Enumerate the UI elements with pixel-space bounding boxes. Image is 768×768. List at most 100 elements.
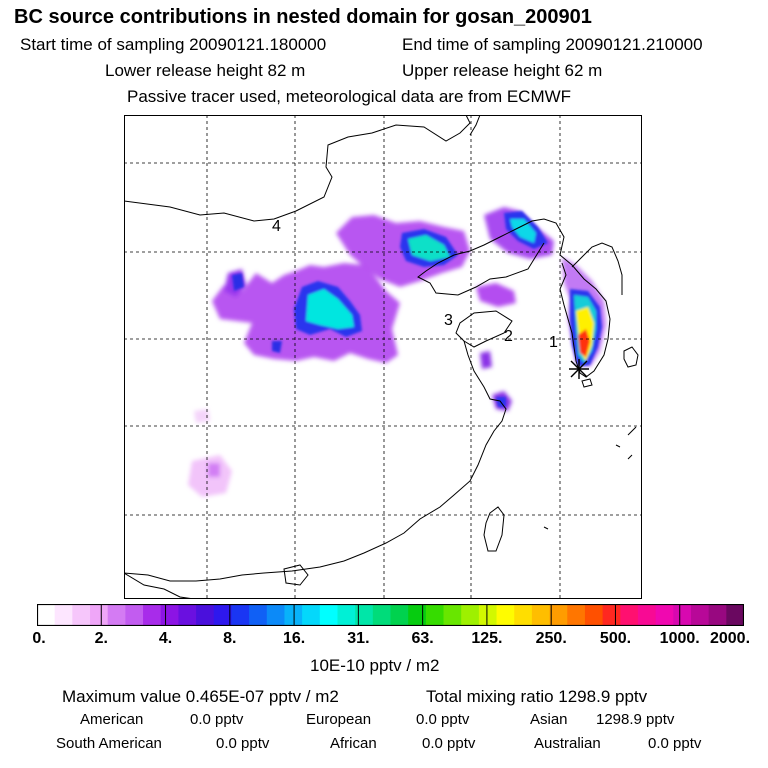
region-label-4: 4	[272, 218, 281, 235]
colorbar-cell	[284, 604, 303, 626]
colorbar-cell	[196, 604, 215, 626]
colorbar-tick-label: 2000.	[709, 630, 751, 647]
end-time-label: End time of sampling 20090121.210000	[402, 35, 703, 54]
colorbar-tick-label: 250.	[535, 630, 567, 647]
colorbar-tick-label: 1000.	[659, 630, 700, 647]
region-european-value: 0.0 pptv	[416, 711, 470, 728]
region-european-label: European	[306, 711, 372, 728]
total-mixing-ratio: Total mixing ratio 1298.9 pptv	[426, 687, 648, 706]
lat-lon-grid	[124, 115, 642, 599]
ryukyu-islands	[543, 426, 637, 530]
colorbar-cell	[125, 604, 144, 626]
colorbar-tick-label: 0.	[32, 630, 46, 647]
china-east-coast	[124, 340, 507, 582]
colorbar-tick-label: 500.	[599, 630, 632, 647]
colorbar-cell	[514, 604, 533, 626]
colorbar-cell	[584, 604, 603, 626]
colorbar-cell	[637, 604, 657, 626]
colorbar-unit: 10E-10 pptv / m2	[310, 656, 440, 675]
colorbar-cell	[602, 604, 621, 626]
colorbar-cell	[478, 604, 497, 626]
colorbar-cell	[178, 604, 197, 626]
colorbar-cell	[425, 604, 444, 626]
plume-core-layer	[232, 211, 602, 407]
region-australian-label: Australian	[534, 735, 601, 752]
lower-release-label: Lower release height 82 m	[105, 61, 306, 80]
colorbar-cell	[72, 604, 91, 626]
colorbar-cell	[690, 604, 710, 626]
colorbar	[37, 604, 744, 626]
coastline-layer	[124, 115, 639, 599]
colorbar-tick-label: 63.	[411, 630, 434, 647]
plume-south-dot	[208, 463, 220, 477]
region-south-american-label: South American	[56, 735, 162, 752]
region-label-3: 3	[444, 312, 453, 329]
colorbar-cell	[620, 604, 639, 626]
border-north	[469, 115, 481, 136]
colorbar-cell	[567, 604, 586, 626]
colorbar-tick-label: 16.	[282, 630, 306, 647]
max-value: Maximum value 0.465E-07 pptv / m2	[62, 687, 339, 706]
colorbar-cell	[337, 604, 356, 626]
mongolia-border	[124, 115, 471, 222]
asterisk-icon	[569, 359, 589, 379]
region-american-value: 0.0 pptv	[190, 711, 244, 728]
colorbar-cell	[37, 604, 56, 626]
shandong-coast	[455, 310, 513, 348]
colorbar-cell	[107, 604, 126, 626]
south-border	[124, 572, 195, 599]
colorbar-cell	[673, 604, 692, 626]
concentration-map: 1 2 3 4	[124, 115, 642, 599]
region-australian-value: 0.0 pptv	[648, 735, 702, 752]
plume-yellow-sea	[476, 283, 516, 307]
region-label-2: 2	[504, 328, 513, 345]
korea-east-coast	[571, 242, 623, 295]
plume-faint	[194, 409, 210, 423]
colorbar-cell	[143, 604, 162, 626]
colorbar-cell	[372, 604, 391, 626]
region-african-value: 0.0 pptv	[422, 735, 476, 752]
hainan	[283, 564, 309, 586]
colorbar-cell	[231, 604, 250, 626]
colorbar-cell	[443, 604, 462, 626]
colorbar-tick-label: 31.	[347, 630, 370, 647]
colorbar-cell	[496, 604, 515, 626]
bohai-coast	[417, 218, 565, 296]
colorbar-cell	[90, 604, 109, 626]
colorbar-cell	[655, 604, 674, 626]
colorbar-cell	[726, 604, 744, 626]
colorbar-cell	[708, 604, 727, 626]
island-jeju	[581, 378, 593, 388]
taiwan	[483, 506, 505, 552]
colorbar-cell	[266, 604, 285, 626]
colorbar-cell	[319, 604, 338, 626]
colorbar-cell	[54, 604, 73, 626]
colorbar-tick-label: 2.	[94, 630, 108, 647]
colorbar-cell	[213, 604, 232, 626]
colorbar-cell	[408, 604, 427, 626]
colorbar-cell	[302, 604, 321, 626]
colorbar-tick-label: 125.	[471, 630, 503, 647]
korea-outline	[559, 254, 611, 378]
colorbar-cell	[549, 604, 568, 626]
region-label-1: 1	[549, 334, 558, 351]
region-asian-value: 1298.9 pptv	[596, 711, 675, 728]
region-african-label: African	[330, 735, 377, 752]
colorbar-cell	[390, 604, 409, 626]
upper-release-label: Upper release height 62 m	[402, 61, 603, 80]
colorbar-cell	[249, 604, 268, 626]
colorbar-cell	[355, 604, 374, 626]
plot-title: BC source contributions in nested domain…	[14, 6, 592, 28]
colorbar-tick-label: 8.	[223, 630, 237, 647]
colorbar-cell	[160, 604, 179, 626]
japan-kyushu	[623, 346, 639, 368]
tracer-note: Passive tracer used, meteorological data…	[127, 87, 572, 106]
start-time-label: Start time of sampling 20090121.180000	[20, 35, 327, 54]
colorbar-cell	[531, 604, 550, 626]
region-south-american-value: 0.0 pptv	[216, 735, 270, 752]
region-american-label: American	[80, 711, 144, 728]
colorbar-tick-label: 4.	[158, 630, 173, 647]
plume-coast-small	[480, 351, 492, 369]
region-asian-label: Asian	[530, 711, 568, 728]
colorbar-cell	[461, 604, 480, 626]
